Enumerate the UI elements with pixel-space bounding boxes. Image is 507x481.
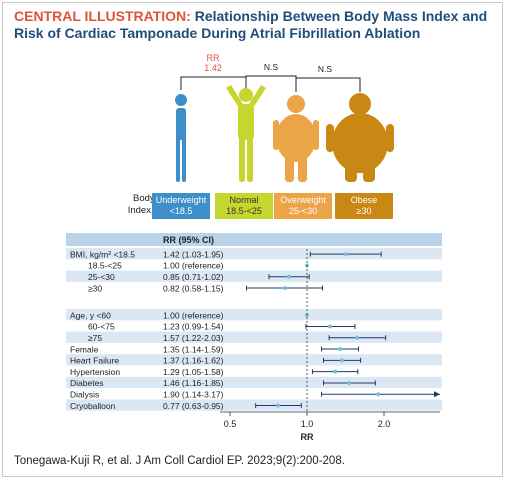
row-stripe	[66, 354, 442, 366]
ns-label-1: N.S	[264, 62, 279, 72]
row-ci-text: 0.77 (0.63-0.95)	[163, 401, 224, 411]
citation: Tonegawa-Kuji R, et al. J Am Coll Cardio…	[14, 455, 345, 467]
row-ci-text: 1.00 (reference)	[163, 261, 224, 271]
obese-person-icon	[326, 93, 394, 182]
row-stripe	[66, 309, 442, 321]
row-ci-text: 1.23 (0.99-1.54)	[163, 322, 224, 332]
x-tick-label: 1.0	[301, 419, 314, 429]
row-label: Hypertension	[70, 367, 120, 377]
rr-point	[333, 369, 338, 374]
x-axis: 0.5 1.0 2.0 RR	[220, 249, 440, 442]
row-ci-text: 1.42 (1.03-1.95)	[163, 249, 224, 259]
rr-point	[327, 324, 332, 329]
rr-point	[376, 392, 381, 397]
bmi-illustration: RR 1.42 N.S N.S	[175, 53, 394, 182]
row-stripe	[66, 376, 442, 389]
row-label: Dialysis	[70, 389, 99, 399]
row-label: BMI, kg/m² <18.5	[70, 249, 135, 259]
rr-label: RR	[207, 53, 220, 63]
rr-point	[343, 252, 348, 257]
category-underweight: Underweight <18.5	[152, 193, 210, 219]
rr-point	[305, 313, 309, 318]
figure-frame	[2, 2, 503, 477]
row-ci-text: 1.46 (1.16-1.85)	[163, 378, 224, 388]
row-stripe	[66, 248, 442, 260]
title-text: Relationship Between Body Mass Index and…	[14, 8, 488, 41]
category-normal: Normal 18.5-<25	[215, 193, 273, 219]
row-ci-text: 1.90 (1.14-3.17)	[163, 389, 224, 399]
ci-arrow	[434, 391, 440, 398]
row-ci-text: 0.82 (0.58-1.15)	[163, 283, 224, 293]
rr-point	[355, 335, 360, 340]
forest-rows: BMI, kg/m² <18.5 1.42 (1.03-1.95) 18.5-<25…	[66, 248, 442, 411]
rr-point	[286, 274, 291, 279]
category-name: Underweight	[155, 195, 207, 205]
rr-point	[338, 347, 343, 352]
rr-point	[339, 358, 344, 363]
category-name: Normal	[229, 195, 259, 205]
x-tick-label: 2.0	[378, 419, 391, 429]
row-label: 18.5-<25	[88, 261, 122, 271]
rr-point	[282, 286, 287, 291]
category-range: <18.5	[169, 206, 193, 216]
row-ci-text: 0.85 (0.71-1.02)	[163, 272, 224, 282]
rr-bracket	[180, 76, 247, 90]
category-range: 25-<30	[288, 206, 318, 216]
category-obese: Obese ≥30	[335, 193, 393, 219]
category-overweight: Overweight 25-<30	[274, 193, 332, 219]
row-label: Age, y <60	[70, 310, 111, 320]
forest-plot: RR (95% CI) BMI, kg/m² <18.5 1.42 (1.03-1…	[66, 233, 442, 442]
figure-title: CENTRAL ILLUSTRATION: Relationship Betwe…	[14, 8, 496, 42]
category-name: Obese	[350, 195, 378, 205]
overweight-person-icon	[273, 95, 319, 182]
row-ci-text: 1.29 (1.05-1.58)	[163, 367, 224, 377]
rr-value: 1.42	[204, 63, 222, 73]
title-label: CENTRAL ILLUSTRATION:	[14, 8, 191, 24]
row-ci-text: 1.00 (reference)	[163, 310, 224, 320]
row-label: Cryoballoon	[70, 401, 116, 411]
row-label: Heart Failure	[70, 356, 119, 366]
ns-bracket-2	[295, 77, 361, 92]
rr-point	[347, 380, 352, 385]
row-label: Female	[70, 344, 99, 354]
row-stripe	[66, 331, 442, 343]
row-stripe	[66, 270, 442, 282]
underweight-person-icon	[175, 94, 187, 182]
row-stripe	[66, 399, 442, 411]
rr-point	[275, 403, 280, 408]
row-label: ≥30	[88, 283, 102, 293]
normal-person-icon	[226, 85, 266, 182]
x-tick-label: 0.5	[224, 419, 237, 429]
category-name: Overweight	[280, 195, 326, 205]
row-ci-text: 1.57 (1.22-2.03)	[163, 333, 224, 343]
category-range: 18.5-<25	[226, 206, 262, 216]
row-label: ≥75	[88, 333, 102, 343]
row-label: Diabetes	[70, 378, 104, 388]
row-label: 60-<75	[88, 322, 115, 332]
ns-label-2: N.S	[318, 64, 333, 74]
row-ci-text: 1.35 (1.14-1.59)	[163, 344, 224, 354]
column-header: RR (95% CI)	[163, 235, 214, 245]
table-header-bar	[66, 233, 442, 246]
x-axis-label: RR	[301, 432, 314, 442]
category-range: ≥30	[356, 206, 372, 216]
row-label: 25-<30	[88, 272, 115, 282]
row-ci-text: 1.37 (1.16-1.62)	[163, 356, 224, 366]
